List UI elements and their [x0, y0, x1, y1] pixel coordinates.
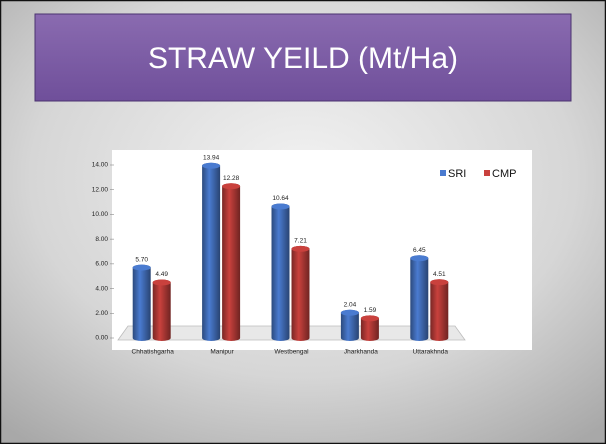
x-tick-label: Westbengal [274, 349, 309, 356]
data-label: 7.21 [294, 238, 307, 245]
y-tick-label: 2.00 [95, 310, 108, 317]
bar-top [340, 309, 359, 316]
bar [152, 279, 171, 341]
data-label: 10.64 [272, 195, 289, 202]
y-tick-label: 4.00 [95, 285, 108, 292]
bar [430, 279, 449, 341]
bar [132, 264, 151, 341]
bar-top [360, 315, 379, 322]
legend-swatch [484, 170, 490, 176]
bar-top [271, 203, 290, 210]
data-label: 1.59 [364, 307, 377, 314]
data-label: 4.51 [433, 271, 446, 278]
title-box [34, 13, 572, 102]
data-label: 4.49 [155, 271, 168, 278]
data-label: 13.94 [203, 154, 220, 161]
bar [202, 162, 221, 341]
x-tick-label: Manipur [210, 349, 234, 356]
legend-swatch [440, 170, 446, 176]
y-tick-label: 8.00 [95, 236, 108, 243]
bar [360, 315, 379, 341]
y-tick-label: 0.00 [95, 335, 108, 342]
x-tick-label: Uttarakhnda [413, 349, 449, 356]
bar [410, 255, 429, 341]
y-tick-label: 14.00 [92, 162, 109, 169]
bar [222, 183, 241, 341]
legend-label: CMP [492, 168, 516, 180]
y-tick-label: 6.00 [95, 261, 108, 268]
data-label: 6.45 [413, 247, 426, 254]
bar-top [291, 245, 310, 252]
data-label: 2.04 [344, 302, 357, 309]
data-label: 12.28 [223, 175, 240, 182]
bar [291, 245, 310, 341]
bar-top [410, 255, 429, 262]
bar [340, 309, 359, 341]
legend-label: SRI [448, 168, 466, 180]
bar [271, 203, 290, 341]
y-tick-label: 12.00 [92, 186, 109, 193]
x-tick-label: Chhatishgarha [132, 349, 175, 356]
bar-top [132, 264, 151, 271]
x-tick-label: Jharkhanda [344, 349, 378, 356]
y-tick-label: 10.00 [92, 211, 109, 218]
bar-top [152, 279, 171, 286]
bar-top [430, 279, 449, 286]
data-label: 5.70 [135, 256, 148, 263]
plot-background [112, 150, 532, 350]
bar-top [202, 162, 221, 169]
chart-title: STRAW YEILD (Mt/Ha) [148, 42, 458, 75]
bar-top [222, 183, 241, 190]
